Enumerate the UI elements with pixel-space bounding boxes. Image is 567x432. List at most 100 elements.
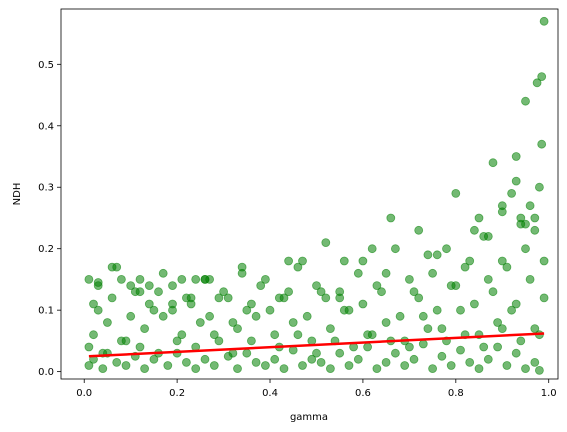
x-tick-label: 0.2: [169, 388, 185, 399]
data-point: [84, 361, 94, 370]
data-point: [539, 256, 549, 266]
data-point: [214, 293, 224, 303]
data-point: [302, 311, 312, 321]
data-point: [242, 305, 252, 315]
data-point: [493, 318, 503, 327]
data-point: [358, 256, 368, 266]
data-point: [497, 256, 507, 266]
data-point: [172, 336, 182, 346]
data-point: [530, 324, 540, 334]
data-point: [154, 287, 163, 297]
data-point: [539, 16, 549, 26]
data-point: [117, 336, 126, 346]
data-point: [121, 361, 131, 370]
data-point: [479, 342, 489, 352]
data-point: [423, 250, 433, 260]
data-point: [535, 182, 544, 192]
data-point: [84, 274, 94, 284]
x-tick-label: 0.0: [76, 388, 92, 399]
data-point: [516, 336, 526, 346]
data-point: [103, 318, 112, 327]
data-point: [228, 318, 238, 327]
data-point: [386, 213, 396, 223]
data-point: [256, 281, 266, 291]
data-point: [418, 311, 428, 321]
data-point: [321, 293, 331, 303]
y-tick-label: 0.2: [38, 244, 54, 255]
data-point: [191, 364, 201, 374]
data-point: [497, 324, 507, 334]
data-point: [414, 293, 424, 303]
data-point: [325, 324, 335, 334]
data-point: [251, 311, 261, 321]
data-point: [177, 274, 187, 284]
data-point: [98, 364, 108, 374]
data-point: [446, 281, 456, 291]
data-point: [186, 299, 196, 309]
data-point: [418, 339, 428, 349]
data-point: [414, 225, 424, 235]
data-point: [497, 207, 507, 217]
data-point: [516, 213, 526, 223]
data-point: [168, 299, 177, 309]
data-point: [325, 364, 335, 374]
data-point: [126, 311, 136, 321]
data-point: [483, 231, 493, 241]
data-point: [381, 357, 391, 367]
data-point: [335, 348, 345, 358]
data-point: [423, 324, 433, 334]
x-tick-label: 1.0: [541, 388, 557, 399]
data-point: [339, 256, 349, 266]
data-point: [409, 287, 419, 297]
data-point: [177, 330, 187, 340]
data-point: [537, 139, 547, 149]
data-point: [293, 262, 303, 272]
data-point: [469, 299, 479, 309]
data-point: [456, 345, 465, 355]
data-point: [270, 354, 280, 364]
data-point: [469, 225, 479, 235]
data-point: [288, 318, 298, 327]
data-point: [298, 361, 307, 370]
data-point: [181, 357, 191, 367]
data-point: [507, 305, 517, 315]
data-point: [442, 244, 451, 254]
data-point: [284, 287, 294, 297]
data-point: [144, 281, 154, 291]
data-point: [339, 305, 349, 315]
data-point: [465, 357, 475, 367]
data-point: [270, 330, 280, 340]
data-point: [465, 256, 475, 266]
data-point: [381, 318, 391, 327]
data-point: [344, 361, 354, 370]
y-axis-label: NDH: [12, 183, 23, 206]
data-point: [535, 365, 544, 375]
data-point: [246, 299, 256, 309]
y-tick-label: 0.3: [38, 183, 54, 194]
data-point: [521, 219, 530, 229]
data-point: [437, 324, 447, 334]
data-point: [89, 330, 98, 340]
data-point: [511, 176, 521, 186]
data-point: [521, 244, 530, 254]
data-point: [321, 238, 331, 248]
scatter-points: [84, 16, 549, 375]
data-point: [223, 293, 233, 303]
x-tick-label: 0.8: [448, 388, 464, 399]
data-point: [200, 274, 210, 284]
data-point: [135, 342, 145, 352]
data-point: [195, 318, 205, 327]
data-point: [237, 262, 247, 272]
data-point: [377, 287, 386, 297]
data-point: [233, 324, 242, 334]
data-point: [312, 281, 321, 291]
data-point: [168, 281, 177, 291]
data-point: [293, 330, 303, 340]
x-axis-ticks: 0.0 0.2 0.4 0.6 0.8 1.0: [76, 379, 557, 399]
y-tick-label: 0.4: [38, 121, 54, 132]
data-point: [126, 281, 136, 291]
data-point: [432, 250, 442, 260]
data-point: [404, 342, 414, 352]
data-point: [274, 293, 284, 303]
